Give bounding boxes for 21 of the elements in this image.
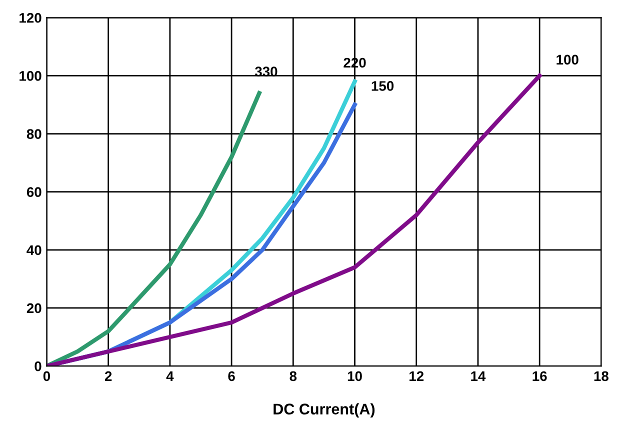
x-axis-title: DC Current(A) xyxy=(274,403,375,418)
x-tick-label: 6 xyxy=(228,371,235,382)
x-tick-label: 12 xyxy=(410,371,424,381)
x-tick-label: 16 xyxy=(532,371,547,382)
y-tick-label: 0 xyxy=(34,361,42,372)
x-tick-label: 8 xyxy=(290,371,297,382)
x-tick-label: 2 xyxy=(104,371,112,381)
x-tick-label: 4 xyxy=(166,371,174,381)
series-label: 100 xyxy=(556,54,578,65)
x-tick-label: 18 xyxy=(594,371,608,382)
y-tick-label: 60 xyxy=(26,187,42,198)
series-label: 150 xyxy=(372,81,394,91)
line-series xyxy=(46,91,262,366)
y-tick-label: 80 xyxy=(26,129,42,139)
y-tick-label: 40 xyxy=(26,245,42,256)
x-tick-label: 0 xyxy=(43,371,50,382)
x-tick-label: 10 xyxy=(348,371,362,382)
y-tick-label: 120 xyxy=(20,12,42,23)
x-tick-label: 14 xyxy=(471,371,486,381)
y-tick-label: 100 xyxy=(20,71,42,81)
y-tick-label: 20 xyxy=(26,303,42,314)
